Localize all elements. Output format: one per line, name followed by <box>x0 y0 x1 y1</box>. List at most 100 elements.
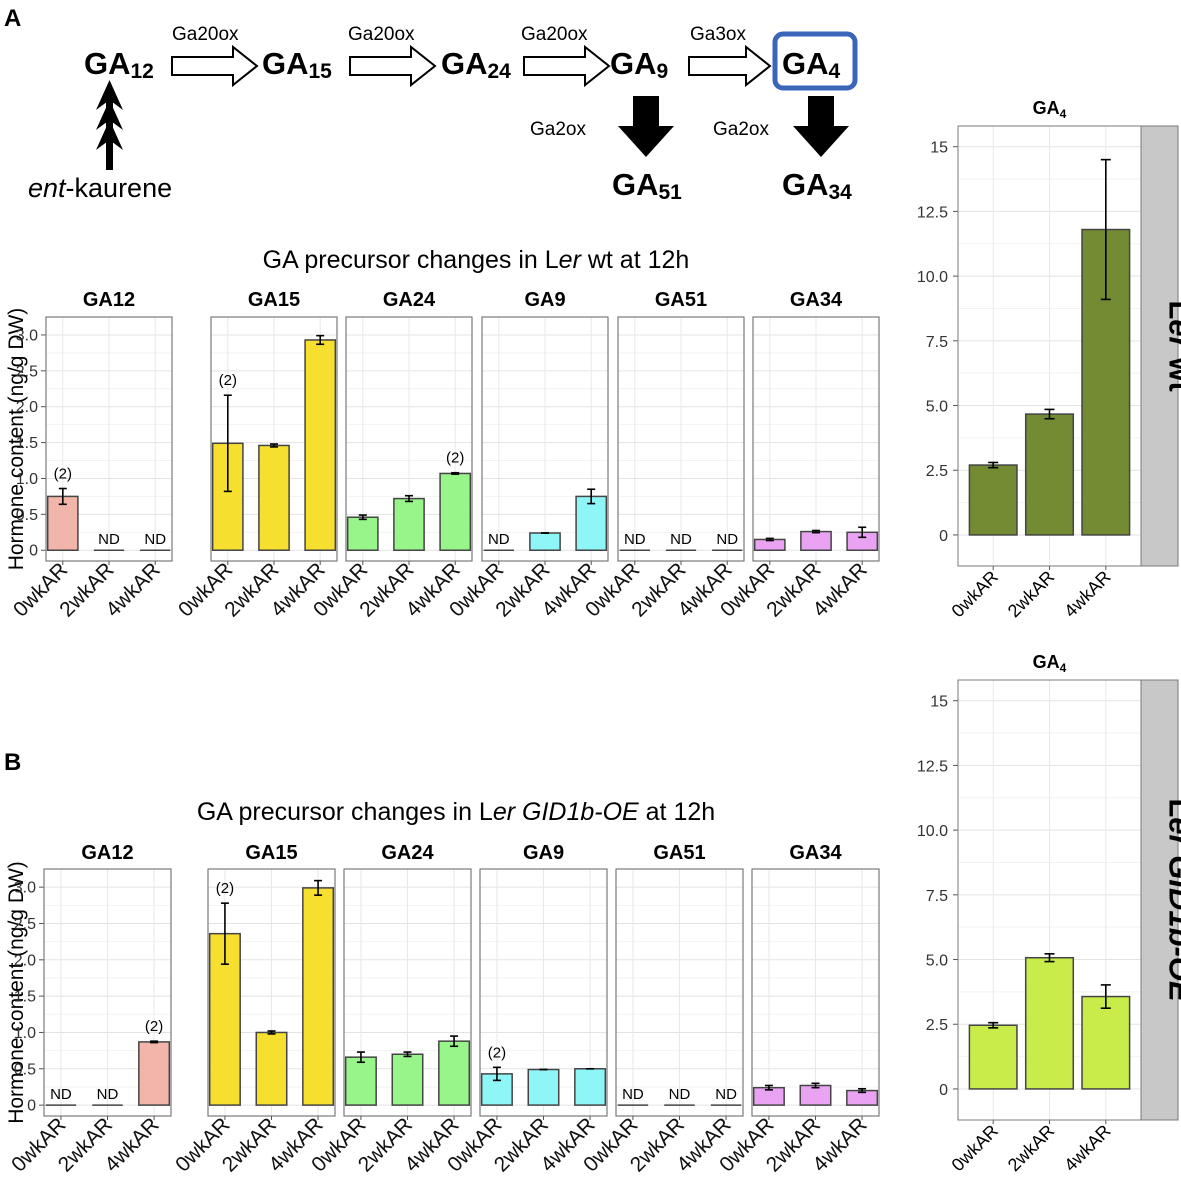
step-arrow-3 <box>523 44 611 88</box>
bar <box>302 887 335 1106</box>
y-tick-label: 5.0 <box>926 953 948 970</box>
step-arrow-2 <box>349 44 437 88</box>
bar <box>344 1056 377 1106</box>
nd-label: ND <box>622 1086 644 1103</box>
nd-label: ND <box>50 1086 72 1103</box>
y-tick-label: 1.0 <box>16 471 38 488</box>
facet-label: GA51 <box>653 842 705 864</box>
y-tick-label: 15 <box>930 694 948 711</box>
multi-step-arrow <box>96 80 123 170</box>
facet-label: GA12 <box>81 842 133 864</box>
bar <box>1024 413 1075 536</box>
bar <box>800 530 832 551</box>
y-tick-label: 10.0 <box>917 269 948 286</box>
bar <box>391 1053 424 1106</box>
bar <box>255 1031 288 1106</box>
facet-label: GA24 <box>381 842 434 864</box>
ga4-highlight-box <box>772 31 858 91</box>
nd-label: ND <box>97 1086 119 1103</box>
nd-label: ND <box>715 1086 737 1103</box>
y-tick-label: 10.0 <box>917 823 948 840</box>
pathway-node-ga24: GA24 <box>441 46 511 83</box>
bar <box>1024 956 1075 1090</box>
bar <box>258 444 290 551</box>
nd-label: ND <box>98 531 120 548</box>
pathway-node-ga4: GA4 <box>782 46 841 83</box>
y-tick-label: 1.5 <box>14 989 36 1006</box>
panel-label-a: A <box>4 5 21 32</box>
chart-title: GA precursor changes in Ler GID1b-OE at … <box>197 798 715 826</box>
y-tick-label: 7.5 <box>926 888 948 905</box>
y-tick-label: 15 <box>930 140 948 157</box>
bar <box>574 1068 607 1106</box>
enzyme-label-3: Ga20ox <box>521 24 588 45</box>
y-tick-label: 12.5 <box>917 204 948 221</box>
pathway-node-ga51: GA51 <box>612 167 682 204</box>
enzyme-label-1: Ga20ox <box>172 24 239 45</box>
facet-strip-label: Ler wt <box>1163 300 1181 391</box>
replicate-annotation: (2) <box>446 450 464 467</box>
bar <box>439 472 472 551</box>
facet-label: GA24 <box>383 289 436 311</box>
replicate-annotation: (2) <box>145 1018 163 1035</box>
facet-label: GA9 <box>523 842 564 864</box>
bar <box>527 1068 560 1106</box>
nd-label: ND <box>669 1086 691 1103</box>
facet-label: GA12 <box>83 289 135 311</box>
y-tick-label: 7.5 <box>926 334 948 351</box>
y-tick-label: 2.0 <box>14 952 36 969</box>
y-tick-label: 2.5 <box>14 916 36 933</box>
y-tick-label: 2.5 <box>926 1017 948 1034</box>
y-tick-label: 0.5 <box>16 507 38 524</box>
bar <box>304 339 337 551</box>
bar <box>575 495 608 551</box>
chart-title: GA4 <box>1033 652 1067 675</box>
step-arrow-1 <box>171 44 259 88</box>
pathway-node-ga34: GA34 <box>782 167 852 204</box>
nd-label: ND <box>670 531 692 548</box>
pathway-node-ga12: GA12 <box>84 46 154 83</box>
ga2ox-arrow-1 <box>618 96 674 157</box>
y-tick-label: 1.5 <box>16 435 38 452</box>
y-tick-label: 0.5 <box>14 1061 36 1078</box>
nd-label: ND <box>144 531 166 548</box>
facet-strip <box>1140 679 1179 1121</box>
replicate-annotation: (2) <box>54 466 72 483</box>
y-axis-label: Hormone content (ng/g DW) <box>5 861 28 1124</box>
bar <box>968 464 1018 536</box>
bar <box>968 1024 1018 1090</box>
chart-a-facets: GA precursor changes in Ler wt at 12h Hor… <box>5 246 880 622</box>
ga-biosynthesis-pathway: GA12 GA15 GA24 GA9 GA4 Ga20ox Ga20ox Ga2… <box>28 24 858 204</box>
y-tick-label: 1.0 <box>14 1025 36 1042</box>
ga2ox-label-1: Ga2ox <box>530 119 586 140</box>
y-tick-label: 3.0 <box>14 880 36 897</box>
facet-label: GA34 <box>789 842 842 864</box>
replicate-annotation: (2) <box>219 372 237 389</box>
enzyme-label-2: Ga20ox <box>348 24 415 45</box>
y-tick-label: 0 <box>27 1098 36 1115</box>
pathway-node-ga15: GA15 <box>262 46 332 83</box>
y-tick-label: 0 <box>939 528 948 545</box>
y-axis-label: Hormone content (ng/g DW) <box>5 308 28 571</box>
bar <box>1081 995 1131 1090</box>
chart-title: GA precursor changes in Ler wt at 12h <box>263 246 690 274</box>
y-tick-label: 0 <box>29 543 38 560</box>
bar <box>438 1040 471 1106</box>
y-tick-label: 2.5 <box>16 363 38 380</box>
y-tick-label: 12.5 <box>917 758 948 775</box>
panel-label-b: B <box>4 749 21 776</box>
y-tick-label: 2.5 <box>926 463 948 480</box>
facet-label: GA15 <box>248 289 300 311</box>
ga2ox-label-2: Ga2ox <box>713 119 769 140</box>
bar <box>346 516 379 551</box>
facet-label: GA9 <box>524 289 565 311</box>
y-tick-label: 5.0 <box>926 399 948 416</box>
chart-b-ga4: GA402.55.07.510.012.5150wkAR2wkAR4wkARLe… <box>917 652 1181 1175</box>
bar <box>393 497 425 551</box>
facet-label: GA15 <box>245 842 297 864</box>
ga2ox-arrow-2 <box>793 96 849 157</box>
precursor-ent-kaurene: ent-kaurene <box>28 173 172 203</box>
nd-label: ND <box>716 531 738 548</box>
step-arrow-4 <box>688 44 772 88</box>
